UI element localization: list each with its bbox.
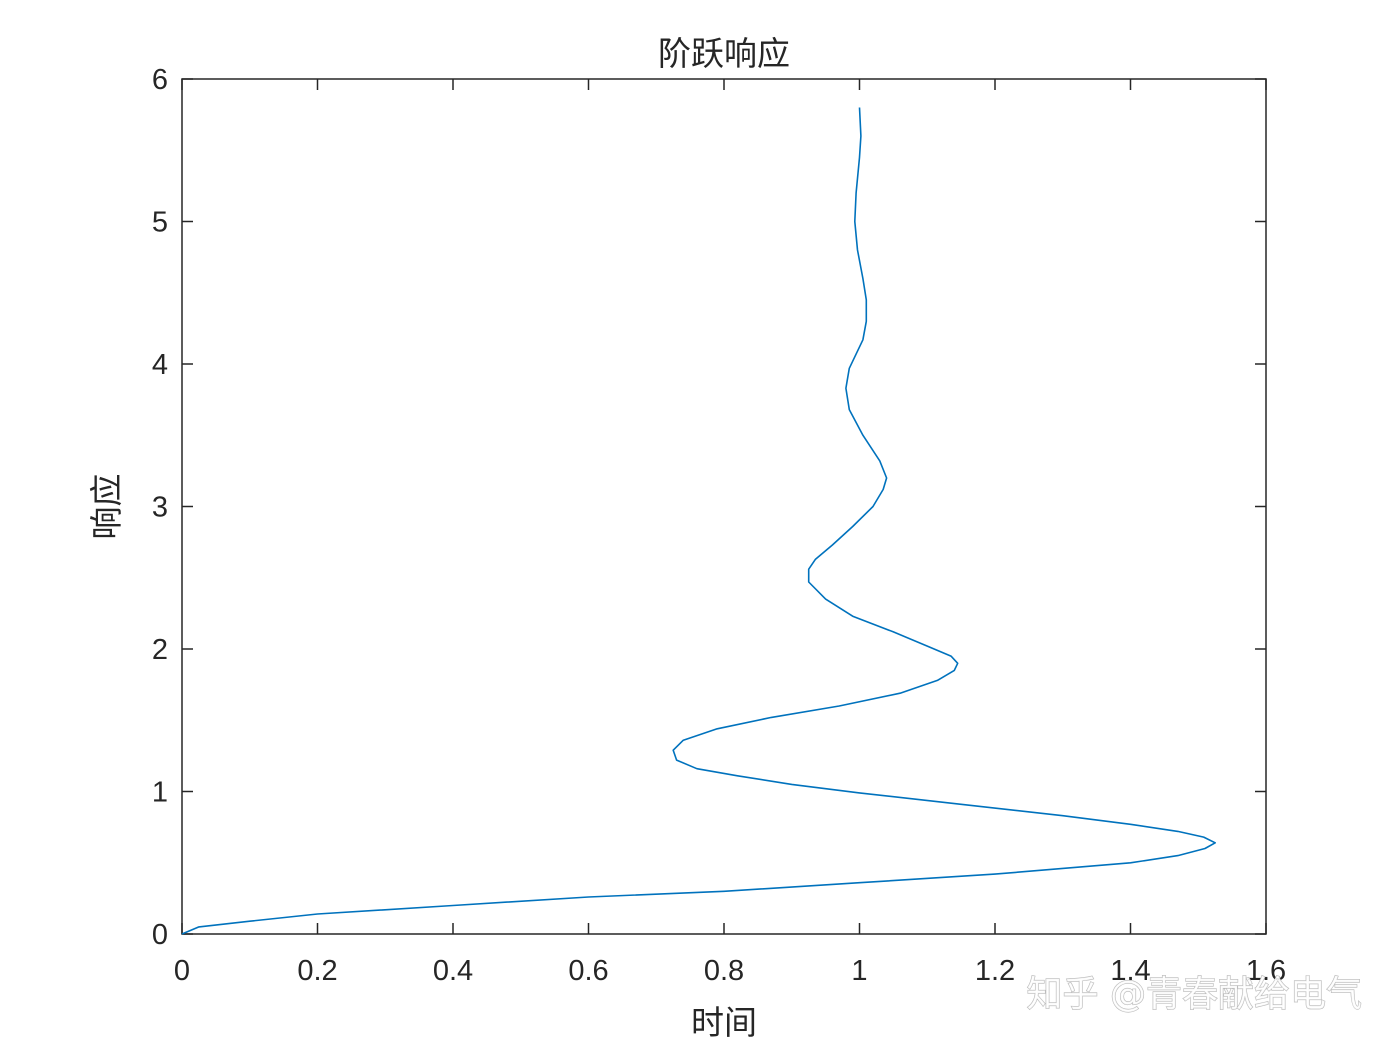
x-axis-ticks: 0 0.2 0.4 0.6 0.8 1 1.2 1.4 1.6 [174,79,1286,987]
plot-area: 0 0.2 0.4 0.6 0.8 1 1.2 1.4 1.6 0 1 2 3 4 5 6 [152,64,1286,987]
x-tick-label: 1.6 [1246,955,1286,987]
y-axis-title: 响应 [87,474,126,540]
y-tick-label: 6 [152,64,168,96]
x-tick-label: 1 [851,955,867,987]
y-tick-label: 5 [152,207,168,239]
x-tick-label: 1.2 [975,955,1015,987]
y-tick-label: 0 [152,919,168,951]
watermark-text: 知乎 @青春献给电气 [1027,974,1362,1015]
x-tick-label: 0 [174,955,190,987]
x-tick-label: 0.2 [297,955,337,987]
axes-box [181,78,1267,935]
series-line [181,107,1216,935]
x-tick-label: 0.4 [433,955,473,987]
x-tick-label: 0.6 [568,955,608,987]
chart-title: 阶跃响应 [658,34,790,73]
y-tick-label: 3 [152,492,168,524]
y-tick-label: 2 [152,634,168,666]
y-tick-label: 4 [152,349,168,381]
y-tick-label: 1 [152,777,168,809]
x-axis-title: 时间 [691,1003,757,1042]
x-tick-label: 0.8 [704,955,744,987]
y-axis-ticks: 0 1 2 3 4 5 6 [152,64,1266,951]
x-tick-label: 1.4 [1110,955,1150,987]
